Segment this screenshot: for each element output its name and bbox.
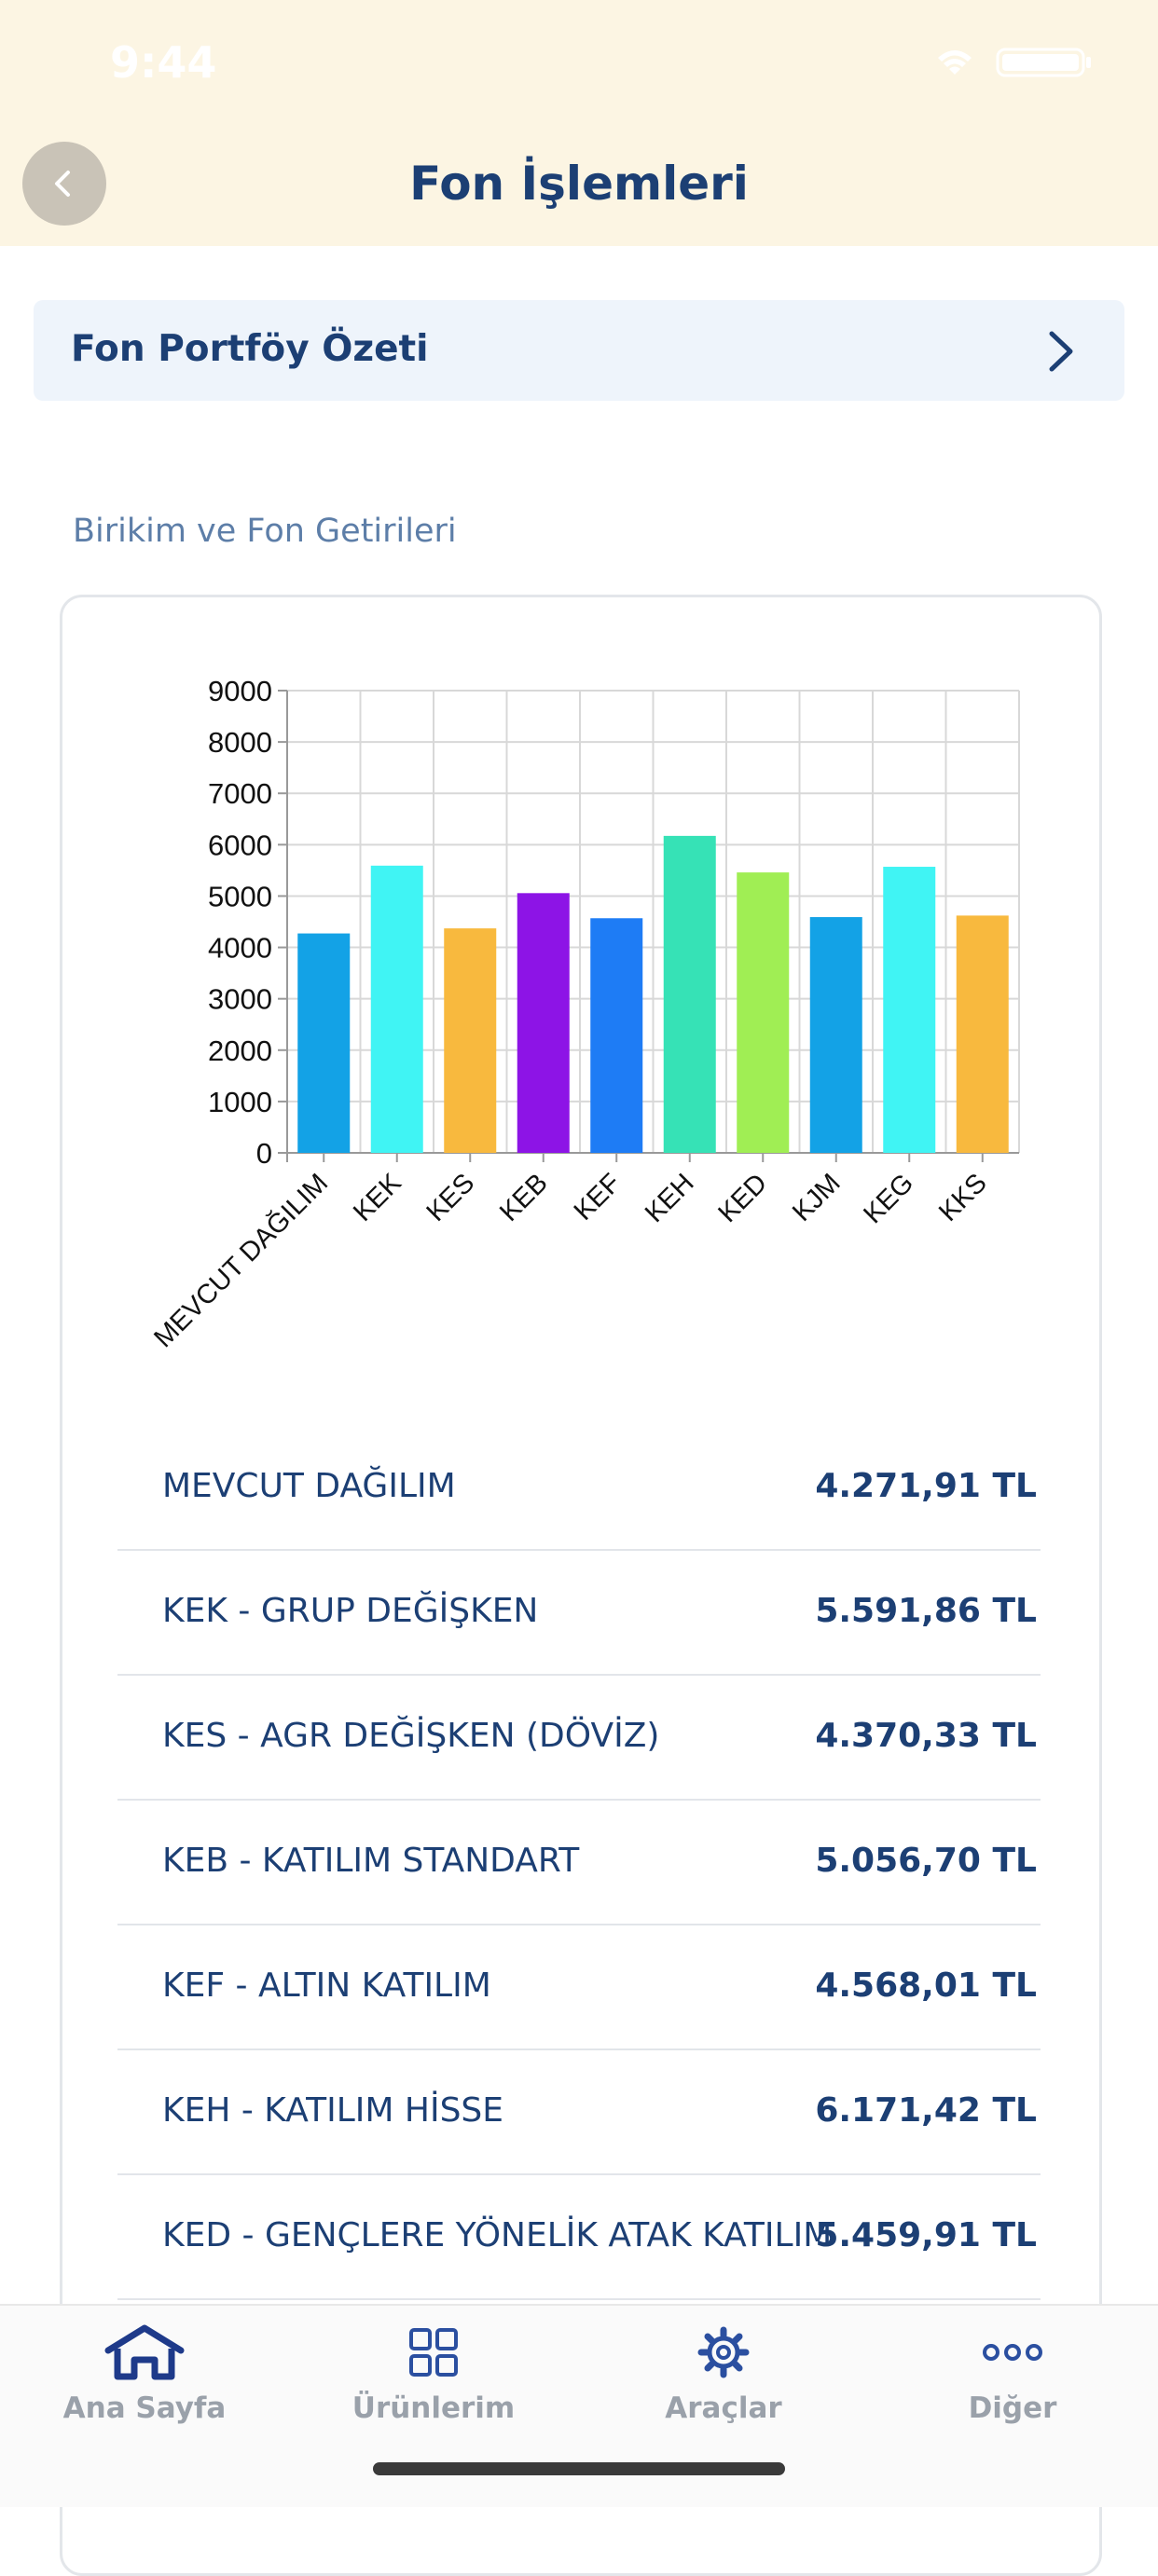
tab-home-label: Ana Sayfa bbox=[62, 2391, 227, 2425]
more-icon bbox=[983, 2344, 1042, 2361]
bar bbox=[370, 865, 423, 1153]
back-button[interactable] bbox=[22, 142, 106, 226]
x-tick-label: MEVCUT DAĞILIM bbox=[148, 1168, 335, 1354]
bar bbox=[663, 835, 716, 1153]
x-tick-label: KES bbox=[421, 1168, 481, 1227]
returns-bar-chart: 0 1000 2000 3000 4000 5000 6000 7000 8000 9000 MEV… bbox=[148, 675, 1020, 1354]
fund-row[interactable]: KEB - KATILIM STANDART 5.056,70 TL bbox=[117, 1801, 1041, 1925]
tab-tools-label: Araçlar bbox=[665, 2391, 782, 2425]
y-tick-label: 2000 bbox=[208, 1035, 272, 1067]
section-title: Birikim ve Fon Getirileri bbox=[73, 513, 457, 550]
bar bbox=[809, 917, 862, 1153]
fund-value: 5.459,91 TL bbox=[815, 2216, 1037, 2254]
bar bbox=[444, 928, 497, 1153]
fund-value: 5.056,70 TL bbox=[815, 1842, 1037, 1880]
tab-products[interactable]: Ürünlerim bbox=[289, 2306, 578, 2446]
x-tick-label: KEF bbox=[569, 1168, 627, 1226]
fund-row[interactable]: KED - GENÇLERE YÖNELİK ATAK KATILIM 5.459… bbox=[117, 2175, 1041, 2300]
fund-row[interactable]: KEH - KATILIM HİSSE 6.171,42 TL bbox=[117, 2050, 1041, 2175]
tab-other[interactable]: Diğer bbox=[868, 2306, 1157, 2446]
fund-name: KEF - ALTIN KATILIM bbox=[162, 1966, 491, 2005]
fund-value: 4.271,91 TL bbox=[815, 1467, 1037, 1505]
x-tick-label: KEG bbox=[858, 1168, 919, 1229]
fund-value: 5.591,86 TL bbox=[815, 1592, 1037, 1630]
chart-card: 0 1000 2000 3000 4000 5000 6000 7000 8000 9000 MEV… bbox=[60, 595, 1102, 2576]
portfolio-summary-label: Fon Portföy Özeti bbox=[71, 328, 429, 370]
y-tick-label: 5000 bbox=[208, 880, 272, 912]
status-time: 9:44 bbox=[110, 37, 217, 88]
y-tick-label: 0 bbox=[256, 1137, 272, 1170]
tab-tools[interactable]: Araçlar bbox=[579, 2306, 868, 2446]
chevron-left-icon bbox=[55, 171, 70, 197]
fund-value: 4.370,33 TL bbox=[815, 1717, 1037, 1755]
bar bbox=[737, 872, 790, 1153]
fund-value: 6.171,42 TL bbox=[815, 2091, 1037, 2130]
page-title: Fon İşlemleri bbox=[409, 157, 749, 211]
tab-products-label: Ürünlerim bbox=[352, 2391, 516, 2425]
chevron-right-icon bbox=[1049, 331, 1073, 372]
status-icons bbox=[936, 43, 1095, 80]
wifi-icon bbox=[938, 50, 972, 75]
bar bbox=[590, 918, 643, 1153]
fund-row[interactable]: KEK - GRUP DEĞİŞKEN 5.591,86 TL bbox=[117, 1551, 1041, 1676]
x-tick-label: KEH bbox=[640, 1168, 700, 1228]
bar bbox=[517, 893, 570, 1153]
fund-row[interactable]: KEF - ALTIN KATILIM 4.568,01 TL bbox=[117, 1925, 1041, 2050]
y-tick-label: 6000 bbox=[208, 829, 272, 861]
tab-home[interactable]: Ana Sayfa bbox=[0, 2306, 289, 2446]
tab-other-label: Diğer bbox=[968, 2391, 1057, 2425]
y-tick-label: 9000 bbox=[208, 675, 272, 707]
bar bbox=[956, 915, 1009, 1153]
x-tick-label: KEB bbox=[494, 1168, 554, 1227]
fund-list: MEVCUT DAĞILIM 4.271,91 TL KEK - GRUP DEĞİ… bbox=[117, 1426, 1041, 2300]
grid-icon bbox=[409, 2328, 458, 2377]
bottom-tab-bar: Ana Sayfa Ürünlerim bbox=[0, 2304, 1158, 2507]
fund-name: MEVCUT DAĞILIM bbox=[162, 1467, 456, 1505]
battery-icon bbox=[996, 48, 1091, 77]
portfolio-summary-button[interactable]: Fon Portföy Özeti bbox=[34, 300, 1124, 401]
fund-row[interactable]: KES - AGR DEĞİŞKEN (DÖVİZ) 4.370,33 TL bbox=[117, 1676, 1041, 1801]
fund-value: 4.568,01 TL bbox=[815, 1966, 1037, 2005]
fund-name: KEK - GRUP DEĞİŞKEN bbox=[162, 1592, 539, 1630]
bar bbox=[883, 867, 936, 1153]
fund-name: KES - AGR DEĞİŞKEN (DÖVİZ) bbox=[162, 1717, 660, 1755]
gear-icon bbox=[697, 2326, 750, 2378]
fund-name: KED - GENÇLERE YÖNELİK ATAK KATILIM bbox=[162, 2216, 833, 2254]
x-tick-label: KJM bbox=[787, 1168, 847, 1227]
x-tick-label: KEK bbox=[348, 1168, 407, 1227]
y-tick-label: 1000 bbox=[208, 1086, 272, 1118]
home-icon bbox=[104, 2324, 185, 2380]
fund-name: KEB - KATILIM STANDART bbox=[162, 1842, 580, 1880]
x-tick-label: KKS bbox=[933, 1168, 993, 1227]
fund-name: KEH - KATILIM HİSSE bbox=[162, 2091, 504, 2130]
fund-row[interactable]: MEVCUT DAĞILIM 4.271,91 TL bbox=[117, 1426, 1041, 1551]
x-tick-label: KED bbox=[712, 1168, 773, 1228]
y-tick-label: 8000 bbox=[208, 726, 272, 759]
y-tick-label: 3000 bbox=[208, 983, 272, 1016]
y-tick-label: 7000 bbox=[208, 777, 272, 810]
bar bbox=[297, 933, 351, 1153]
top-header: 9:44 Fon İşlemleri bbox=[0, 0, 1158, 246]
y-tick-label: 4000 bbox=[208, 932, 272, 965]
home-indicator bbox=[373, 2462, 785, 2475]
